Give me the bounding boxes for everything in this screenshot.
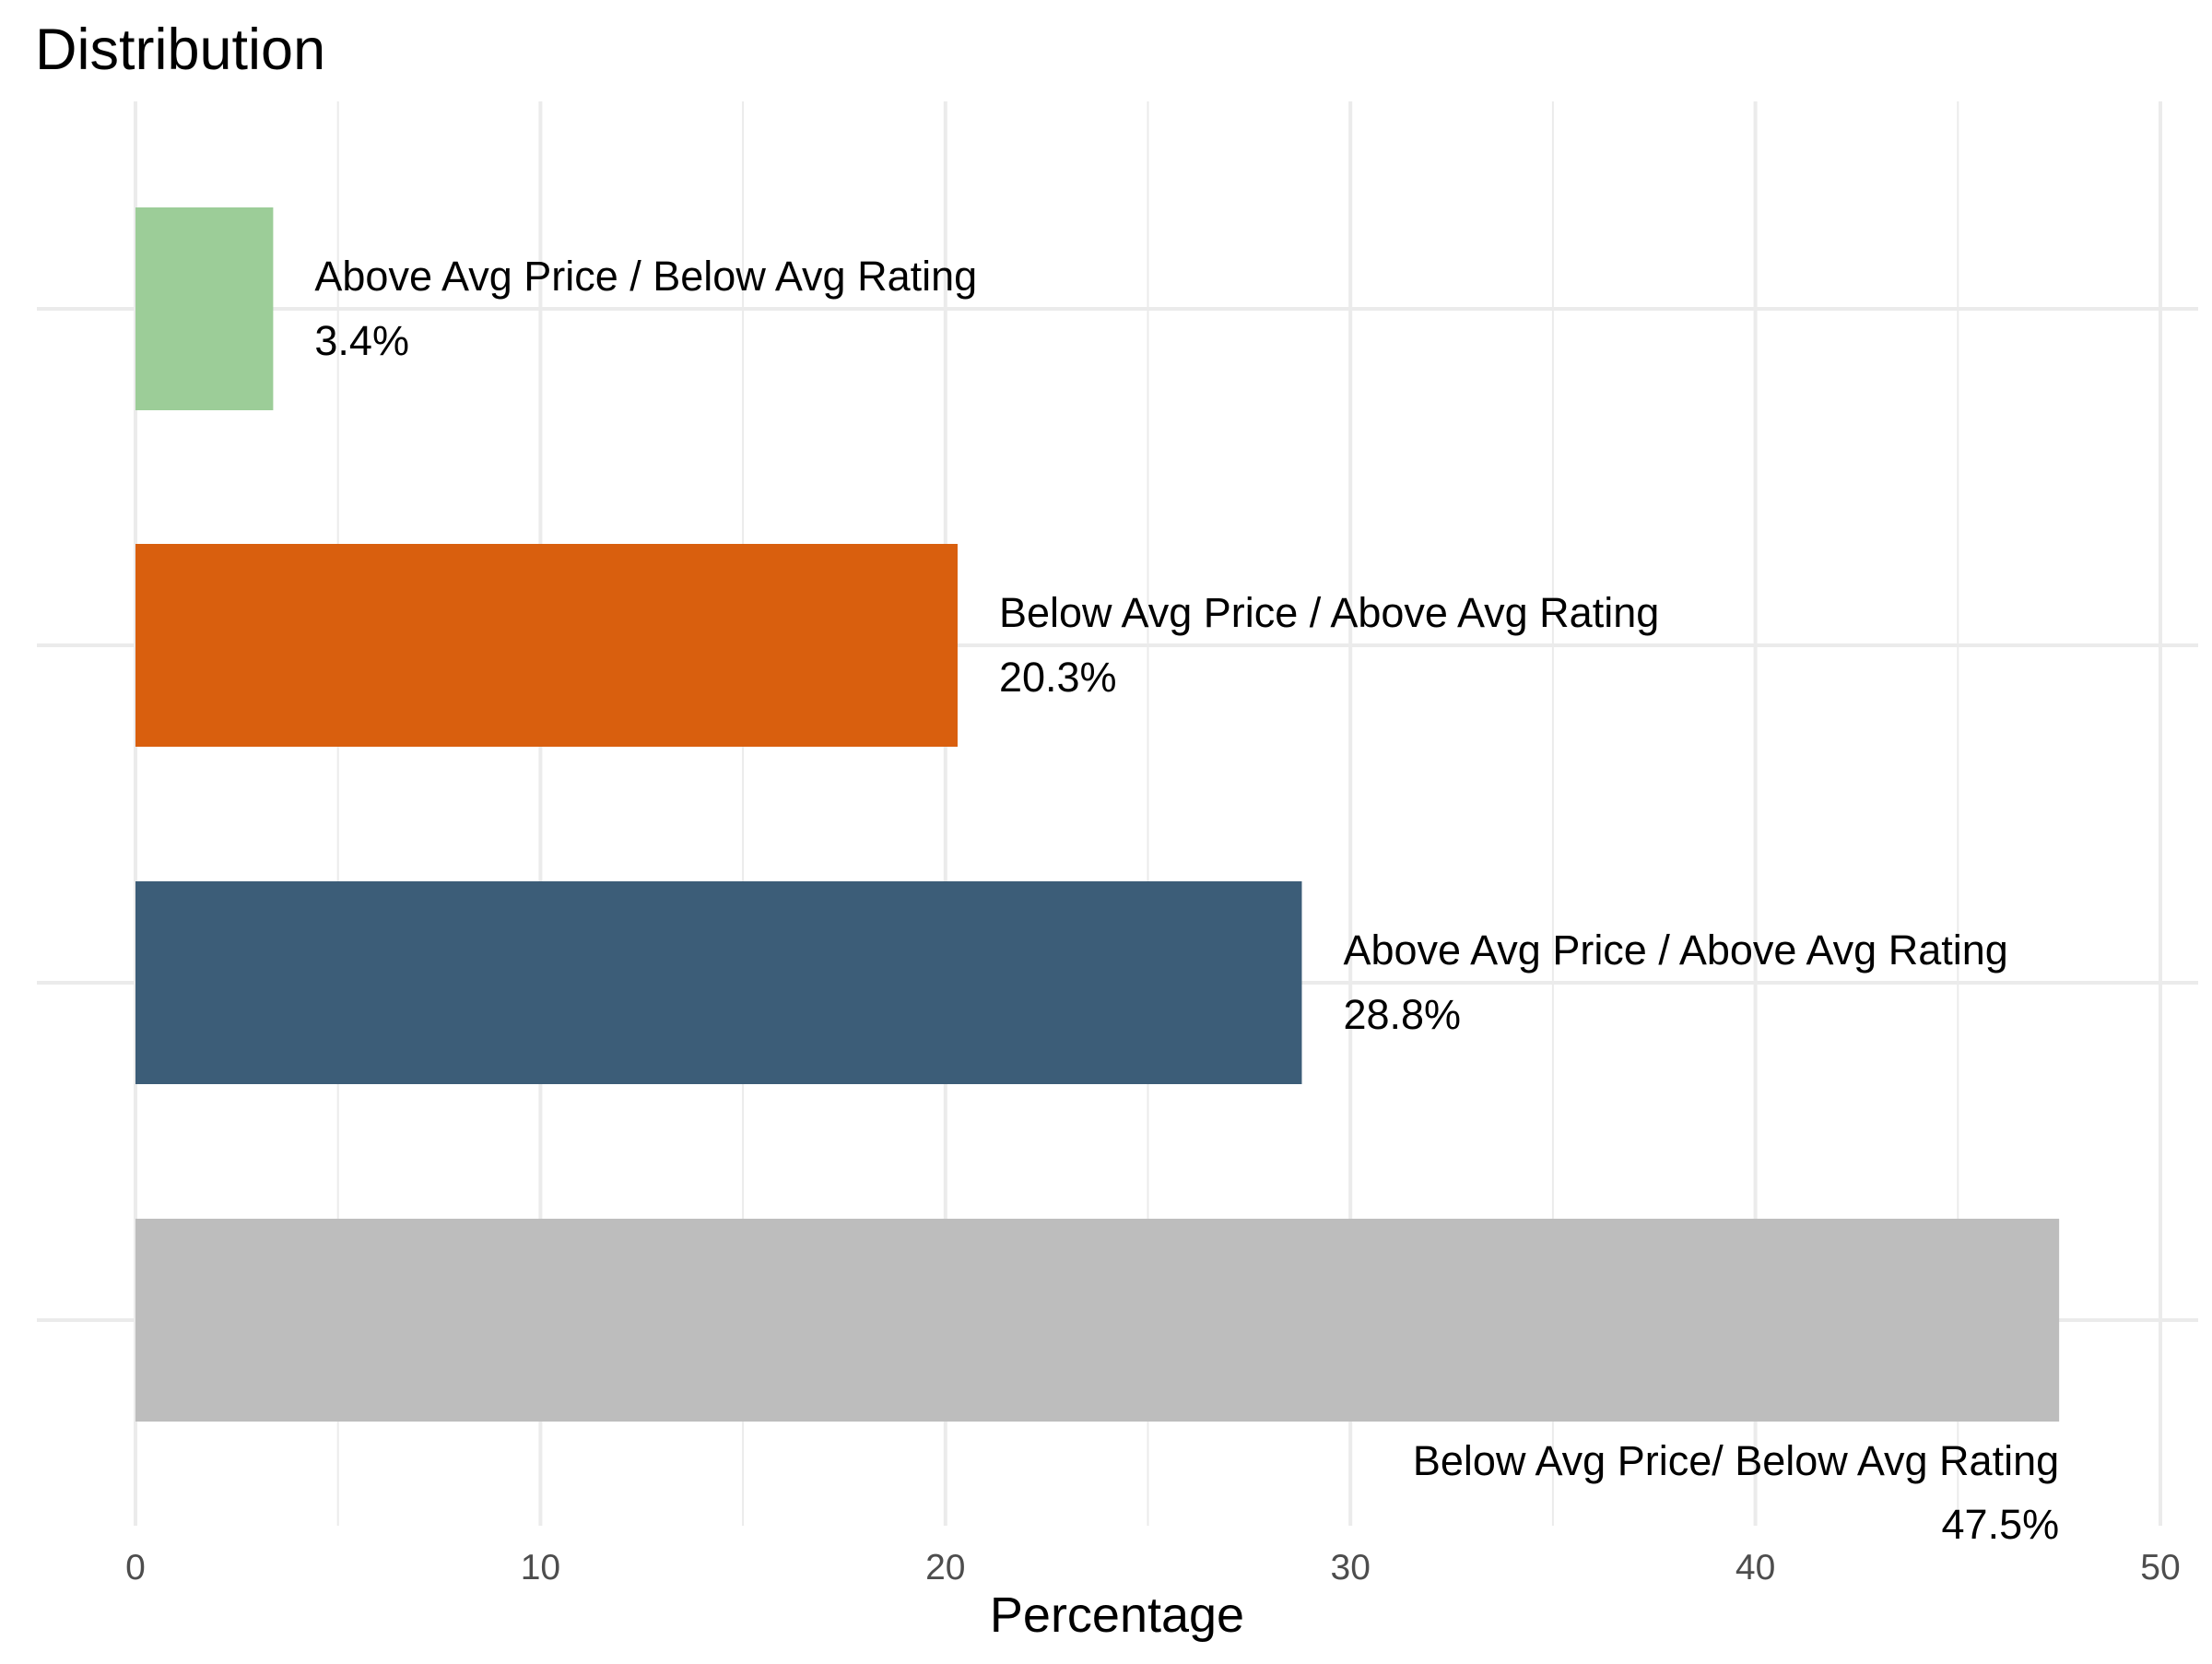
x-tick-label: 20 [925, 1548, 965, 1587]
chart-title: Distribution [35, 18, 326, 82]
bar [135, 1219, 2060, 1422]
x-tick-label: 30 [1331, 1548, 1371, 1587]
bar-category-label: Below Avg Price/ Below Avg Rating [1413, 1437, 2059, 1484]
x-tick-labels: 0 10 20 30 40 50 [125, 1548, 2181, 1587]
bars [135, 207, 2060, 1422]
bar [135, 544, 958, 747]
bar-labels: Above Avg Price / Below Avg Rating 3.4% Be… [314, 253, 2059, 1548]
bar-value-label: 28.8% [1343, 991, 1461, 1038]
bar [135, 881, 1302, 1084]
x-tick-label: 10 [521, 1548, 560, 1587]
bar-value-label: 47.5% [1942, 1501, 2060, 1548]
bar-category-label: Above Avg Price / Below Avg Rating [314, 253, 977, 300]
x-axis-label: Percentage [990, 1587, 1244, 1643]
x-tick-label: 50 [2140, 1548, 2180, 1587]
bar-category-label: Below Avg Price / Above Avg Rating [999, 589, 1659, 636]
x-tick-label: 40 [1735, 1548, 1775, 1587]
bar [135, 207, 274, 410]
bar-value-label: 20.3% [999, 654, 1117, 701]
bar-value-label: 3.4% [314, 317, 409, 364]
x-tick-label: 0 [125, 1548, 146, 1587]
bar-category-label: Above Avg Price / Above Avg Rating [1343, 926, 2007, 974]
